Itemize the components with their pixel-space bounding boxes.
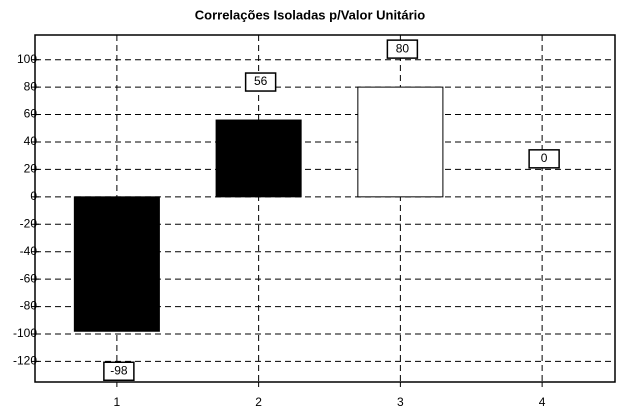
bar [73,196,160,332]
y-tick-label: -40 [20,244,38,258]
x-tick-label: 4 [539,395,546,409]
y-tick-label: -60 [20,271,38,285]
y-tick-label: -80 [20,299,38,313]
value-label-box [103,361,135,382]
value-label: 56 [254,74,268,88]
chart-title: Correlações Isoladas p/Valor Unitário [195,7,426,22]
value-label-box [244,72,277,92]
y-tick-label: -20 [20,216,38,230]
y-tick-label: -120 [13,354,37,368]
y-tick-label: 100 [17,52,37,66]
value-label-box [528,149,560,169]
value-label-box [386,39,419,59]
y-tick-label: 40 [24,134,38,148]
y-tick-label: 20 [24,162,38,176]
y-tick-label: 0 [30,189,37,203]
bar [215,119,302,198]
value-label: 80 [396,41,410,55]
x-tick-label: 3 [397,395,404,409]
value-label: 0 [541,151,548,165]
bar [357,86,444,198]
plot-frame [34,34,616,383]
y-tick-label: 60 [24,107,38,121]
value-label: -98 [110,363,128,377]
x-tick-label: 2 [255,395,262,409]
x-tick-label: 1 [114,395,121,409]
y-tick-label: 80 [24,79,38,93]
y-tick-label: -100 [13,326,37,340]
